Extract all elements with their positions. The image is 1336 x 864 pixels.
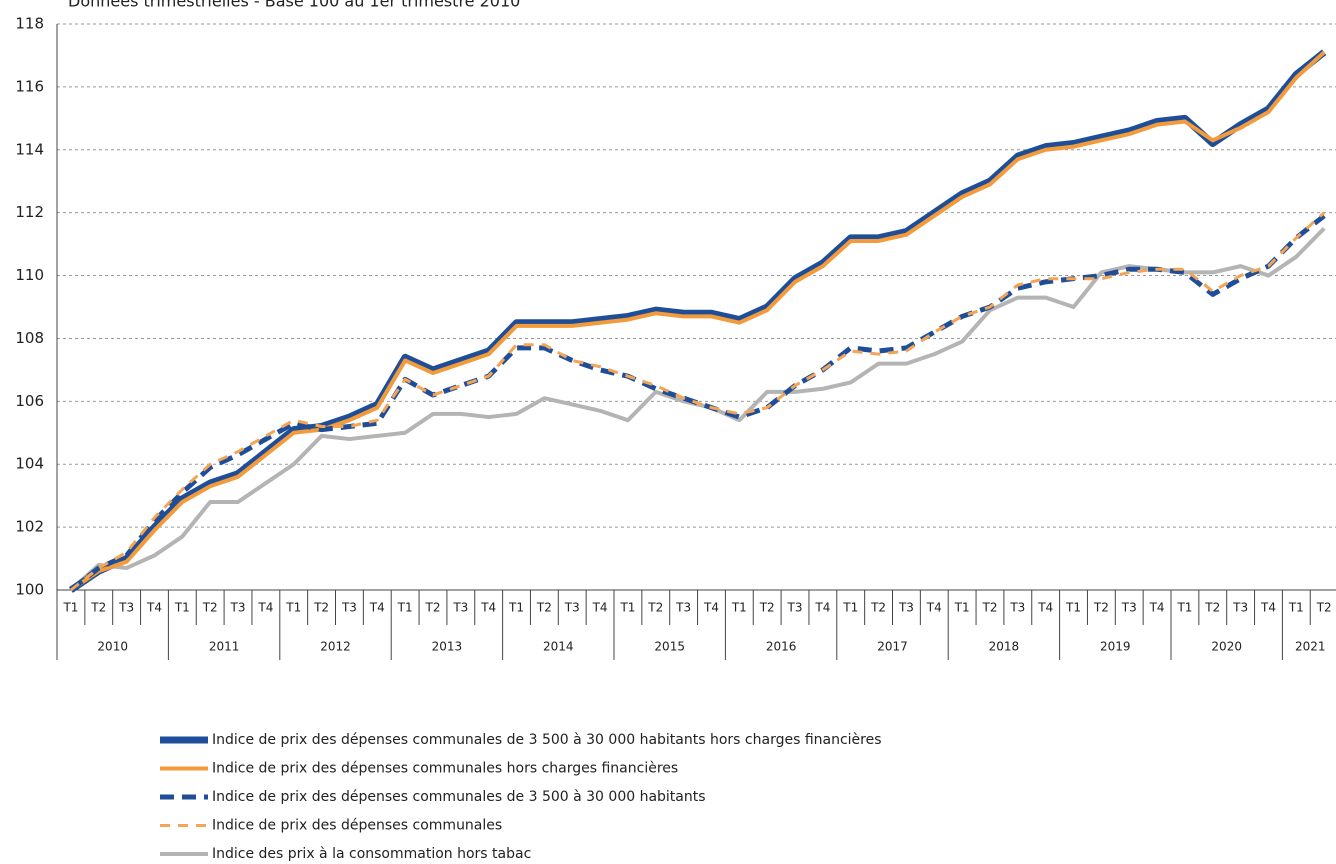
y-tick-label: 106 [15, 392, 44, 410]
x-tick-label: T1 [842, 601, 858, 615]
x-group-label: 2013 [432, 640, 463, 654]
x-tick-label: T3 [898, 601, 914, 615]
x-group-label: 2012 [320, 640, 351, 654]
x-group-label: 2017 [877, 640, 908, 654]
x-tick-label: T2 [90, 601, 106, 615]
x-group-label: 2018 [989, 640, 1020, 654]
y-tick-label: 102 [15, 518, 44, 536]
y-tick-label: 104 [15, 455, 44, 473]
x-tick-label: T3 [675, 601, 691, 615]
x-tick-label: T3 [452, 601, 468, 615]
x-tick-label: T1 [397, 601, 413, 615]
x-tick-label: T2 [313, 601, 329, 615]
x-group-label: 2014 [543, 640, 574, 654]
x-group-label: 2016 [766, 640, 797, 654]
x-tick-label: T4 [369, 601, 385, 615]
x-tick-label: T4 [257, 601, 273, 615]
series-line [69, 213, 1326, 592]
x-group-label: 2019 [1100, 640, 1131, 654]
chart-title: Données trimestrielles - Base 100 au 1er… [68, 0, 520, 11]
x-tick-label: T3 [564, 601, 580, 615]
x-tick-label: T2 [1316, 601, 1332, 615]
x-tick-label: T1 [954, 601, 970, 615]
series-line [69, 50, 1326, 592]
x-tick-label: T1 [508, 601, 524, 615]
x-tick-label: T4 [480, 601, 496, 615]
legend-label: Indice de prix des dépenses communales h… [212, 761, 678, 777]
x-tick-label: T1 [1065, 601, 1081, 615]
y-tick-label: 118 [15, 15, 44, 33]
x-tick-label: T3 [1121, 601, 1137, 615]
x-tick-label: T4 [814, 601, 830, 615]
x-group-label: 2011 [209, 640, 240, 654]
x-tick-label: T4 [926, 601, 942, 615]
x-tick-label: T1 [285, 601, 301, 615]
series-line [69, 226, 1326, 592]
x-tick-label: T2 [536, 601, 552, 615]
series-line [69, 211, 1326, 592]
y-tick-label: 108 [15, 329, 44, 347]
x-tick-label: T4 [1037, 601, 1053, 615]
x-tick-label: T4 [1260, 601, 1276, 615]
x-tick-label: T1 [1176, 601, 1192, 615]
x-group-label: 2010 [97, 640, 128, 654]
x-tick-label: T2 [870, 601, 886, 615]
y-tick-label: 116 [15, 77, 44, 95]
x-tick-label: T3 [787, 601, 803, 615]
x-tick-label: T2 [424, 601, 440, 615]
legend-label: Indice des prix à la consommation hors t… [212, 846, 531, 862]
legend-label: Indice de prix des dépenses communales [212, 818, 502, 834]
y-tick-label: 112 [15, 203, 44, 221]
x-tick-label: T2 [1204, 601, 1220, 615]
x-tick-label: T2 [202, 601, 218, 615]
x-tick-label: T1 [62, 601, 78, 615]
x-tick-label: T2 [981, 601, 997, 615]
x-tick-label: T2 [647, 601, 663, 615]
y-tick-label: 100 [15, 581, 44, 599]
legend-label: Indice de prix des dépenses communales d… [212, 789, 706, 805]
x-tick-label: T4 [146, 601, 162, 615]
x-tick-label: T3 [341, 601, 357, 615]
legend-label: Indice de prix des dépenses communales d… [212, 732, 882, 748]
x-tick-label: T4 [592, 601, 608, 615]
y-tick-label: 110 [15, 266, 44, 284]
x-tick-label: T1 [174, 601, 190, 615]
x-tick-label: T3 [230, 601, 246, 615]
x-tick-label: T4 [703, 601, 719, 615]
x-tick-label: T3 [1009, 601, 1025, 615]
x-group-label: 2015 [654, 640, 685, 654]
x-tick-label: T4 [1149, 601, 1165, 615]
x-tick-label: T2 [759, 601, 775, 615]
x-group-label: 2021 [1295, 640, 1326, 654]
x-tick-label: T1 [731, 601, 747, 615]
x-tick-label: T1 [1288, 601, 1304, 615]
x-tick-label: T3 [1232, 601, 1248, 615]
x-tick-label: T1 [619, 601, 635, 615]
x-tick-label: T3 [118, 601, 134, 615]
x-group-label: 2020 [1211, 640, 1242, 654]
y-tick-label: 114 [15, 140, 44, 158]
x-tick-label: T2 [1093, 601, 1109, 615]
series-line [68, 49, 1327, 593]
